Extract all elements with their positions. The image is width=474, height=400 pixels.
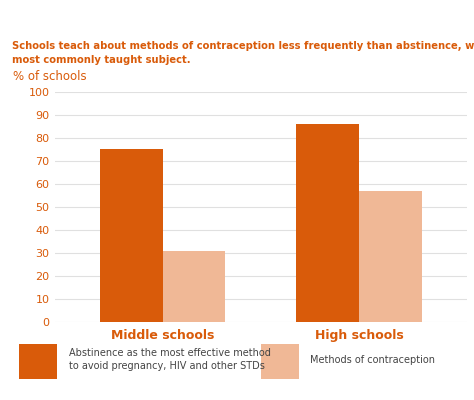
Bar [100, 150, 163, 322]
Text: Methods of contraception: Methods of contraception [310, 354, 436, 365]
Bar [261, 344, 299, 378]
Bar [296, 124, 359, 322]
Text: Abstinence as the most effective method
to avoid pregnancy, HIV and other STDs: Abstinence as the most effective method … [69, 348, 271, 371]
Bar [163, 251, 225, 322]
Bar [359, 191, 422, 322]
Text: Sex Education in Schools: Sex Education in Schools [12, 8, 218, 22]
Text: Schools teach about methods of contraception less frequently than abstinence, wh: Schools teach about methods of contracep… [12, 41, 474, 65]
Text: % of schools: % of schools [13, 70, 87, 83]
Bar [19, 344, 57, 378]
